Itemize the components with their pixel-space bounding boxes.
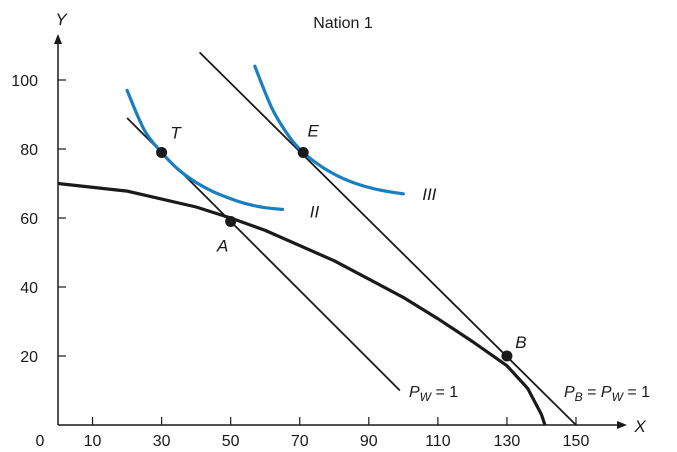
x-tick-label: 110 [425, 433, 451, 450]
point-label-b: B [515, 333, 526, 352]
point-label-e: E [308, 121, 320, 140]
x-axis-arrow [617, 421, 627, 429]
price-line-pb-pw [198, 51, 577, 426]
production-frontier [57, 181, 547, 426]
y-tick-label: 80 [20, 142, 38, 159]
y-tick-label: 60 [20, 211, 38, 228]
indifference-curve-iii [253, 64, 405, 196]
curve-label-ii: II [310, 202, 320, 221]
x-tick-label: 50 [222, 433, 240, 450]
price-line-label-pb-pw: PB = PW = 1 [564, 384, 650, 404]
indifference-curve-ii [125, 88, 285, 211]
x-tick-label: 10 [84, 433, 102, 450]
point-label-a: A [216, 236, 228, 255]
y-tick-label: 100 [11, 73, 38, 90]
chart-title: Nation 1 [313, 15, 373, 32]
y-axis-title: Y [55, 10, 68, 29]
y-tick-label: 40 [20, 280, 38, 297]
x-tick-label: 70 [291, 433, 309, 450]
y-axis-arrow [54, 34, 62, 44]
chart-marks [57, 51, 577, 426]
point-a [225, 215, 237, 227]
origin-label: 0 [36, 433, 45, 450]
point-label-t: T [170, 123, 182, 142]
point-e [297, 146, 309, 158]
x-axis-title: X [633, 417, 646, 436]
x-tick-label: 130 [494, 433, 521, 450]
axes: Y X 0 [36, 10, 647, 450]
x-tick-label: 30 [153, 433, 171, 450]
ticks: 10 30 50 70 90 110 130 150 20 40 60 80 100 [11, 73, 589, 450]
point-b [501, 350, 513, 362]
price-line-label-pw: PW = 1 [409, 384, 458, 404]
curve-label-iii: III [422, 185, 436, 204]
x-tick-label: 90 [360, 433, 378, 450]
y-tick-label: 20 [20, 349, 38, 366]
point-t [156, 146, 168, 158]
x-tick-label: 150 [563, 433, 590, 450]
